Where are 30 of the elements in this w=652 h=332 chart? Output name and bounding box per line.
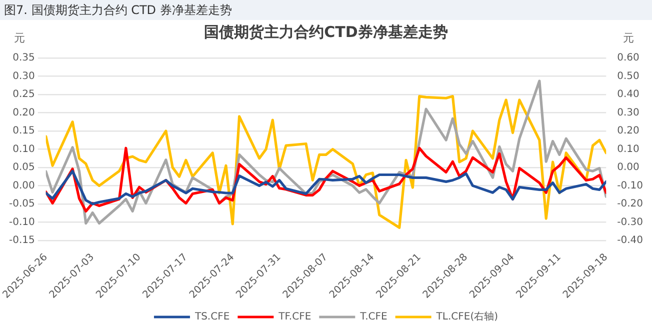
y-tick-label: 0.35 xyxy=(12,52,35,64)
y-tick-label: -0.15 xyxy=(9,235,35,246)
y2-axis-title: 元 xyxy=(623,31,634,44)
y-tick-label: 0.20 xyxy=(12,107,35,118)
y2-tick-label: -0.40 xyxy=(617,235,643,246)
y2-tick-label: -0.20 xyxy=(617,198,643,210)
y2-tick-label: -0.30 xyxy=(617,216,643,228)
y-tick-label: 0.05 xyxy=(12,162,35,174)
y-tick-label: -0.10 xyxy=(9,216,35,228)
legend-label: T.CFE xyxy=(359,312,388,323)
y2-tick-label: 0.40 xyxy=(617,89,640,100)
y-tick-label: 0.25 xyxy=(12,89,35,100)
chart-subtitle: 国债期货主力合约CTD券净基差走势 xyxy=(204,22,448,41)
y-tick-label: 0.00 xyxy=(12,180,35,192)
y2-tick-label: 0.30 xyxy=(617,107,640,118)
y-tick-label: 0.15 xyxy=(12,126,35,137)
y-tick-label: -0.05 xyxy=(9,198,35,210)
y2-tick-label: 0.10 xyxy=(617,144,640,155)
y-axis-title: 元 xyxy=(14,31,25,44)
y2-tick-label: 0.50 xyxy=(617,70,640,82)
chart-title: 图7. 国债期货主力合约 CTD 券净基差走势 xyxy=(0,0,652,20)
y2-tick-label: 0.00 xyxy=(617,162,640,174)
y2-tick-label: 0.20 xyxy=(617,126,640,137)
y-tick-label: 0.30 xyxy=(12,70,35,82)
legend-label: TL.CFE(右轴) xyxy=(435,310,498,323)
legend-label: TS.CFE xyxy=(194,312,230,323)
y2-tick-label: -0.10 xyxy=(617,180,643,192)
y-tick-label: 0.10 xyxy=(12,144,35,155)
y2-tick-label: 0.60 xyxy=(617,52,640,64)
legend-label: TF.CFE xyxy=(278,312,312,323)
